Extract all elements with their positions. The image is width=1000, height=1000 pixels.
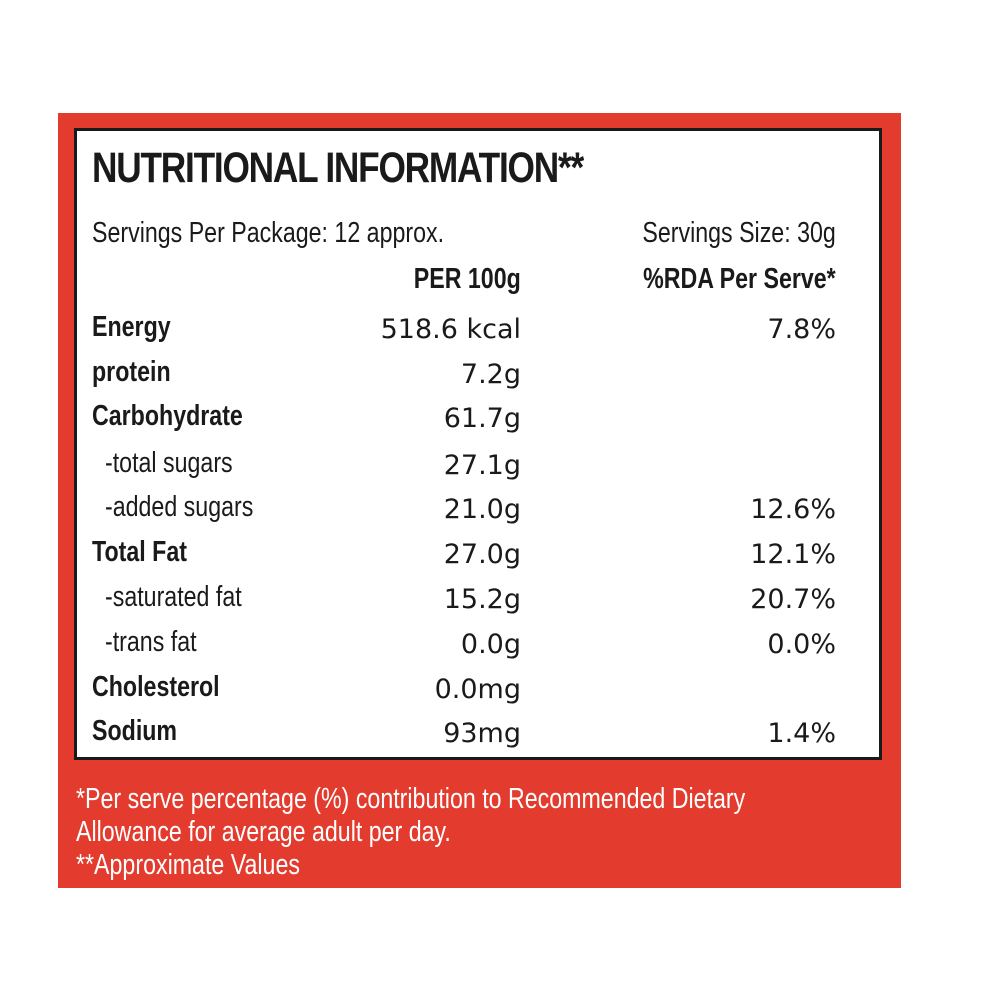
table-title: NUTRITIONAL INFORMATION** bbox=[92, 144, 584, 192]
nutrient-value-energy: 518.6 kcal bbox=[380, 314, 521, 345]
nutrient-rda-energy: 7.8% bbox=[767, 314, 836, 345]
nutrient-rda-saturated-fat: 20.7% bbox=[750, 584, 836, 615]
nutrition-panel: NUTRITIONAL INFORMATION** Servings Per P… bbox=[58, 113, 901, 888]
nutrient-label-cholesterol: Cholesterol bbox=[92, 671, 220, 703]
column-header-per-100g: PER 100g bbox=[413, 263, 521, 295]
nutrient-rda-trans-fat: 0.0% bbox=[767, 629, 836, 660]
column-header-rda: %RDA Per Serve* bbox=[643, 263, 836, 295]
nutrient-value-total-fat: 27.0g bbox=[443, 539, 521, 570]
nutrient-value-sodium: 93mg bbox=[443, 718, 521, 749]
nutrient-value-saturated-fat: 15.2g bbox=[443, 584, 521, 615]
footnote-allowance: Allowance for average adult per day. bbox=[76, 816, 451, 848]
nutrient-value-total-sugars: 27.1g bbox=[443, 450, 521, 481]
footnote-approximate: **Approximate Values bbox=[76, 849, 300, 881]
nutrient-label-saturated-fat: -saturated fat bbox=[105, 581, 242, 613]
nutrient-value-carbohydrate: 61.7g bbox=[443, 403, 521, 434]
nutrient-label-sodium: Sodium bbox=[92, 715, 178, 747]
nutrient-rda-total-fat: 12.1% bbox=[750, 539, 836, 570]
serving-size: Servings Size: 30g bbox=[642, 217, 836, 249]
nutrient-label-added-sugars: -added sugars bbox=[105, 491, 254, 523]
nutrient-label-trans-fat: -trans fat bbox=[105, 626, 197, 658]
nutrition-table-box: NUTRITIONAL INFORMATION** Servings Per P… bbox=[74, 128, 882, 760]
nutrient-label-energy: Energy bbox=[92, 311, 171, 343]
nutrient-value-added-sugars: 21.0g bbox=[443, 494, 521, 525]
nutrient-value-trans-fat: 0.0g bbox=[460, 629, 521, 660]
nutrient-label-total-fat: Total Fat bbox=[92, 536, 187, 568]
servings-per-package: Servings Per Package: 12 approx. bbox=[92, 217, 445, 249]
nutrient-label-carbohydrate: Carbohydrate bbox=[92, 400, 243, 432]
nutrient-label-total-sugars: -total sugars bbox=[105, 447, 233, 479]
nutrient-value-cholesterol: 0.0mg bbox=[434, 674, 521, 705]
footnote-rda: *Per serve percentage (%) contribution t… bbox=[76, 783, 746, 815]
nutrient-rda-sodium: 1.4% bbox=[767, 718, 836, 749]
nutrient-label-protein: protein bbox=[92, 356, 171, 388]
nutrient-value-protein: 7.2g bbox=[460, 359, 521, 390]
nutrient-rda-added-sugars: 12.6% bbox=[750, 494, 836, 525]
